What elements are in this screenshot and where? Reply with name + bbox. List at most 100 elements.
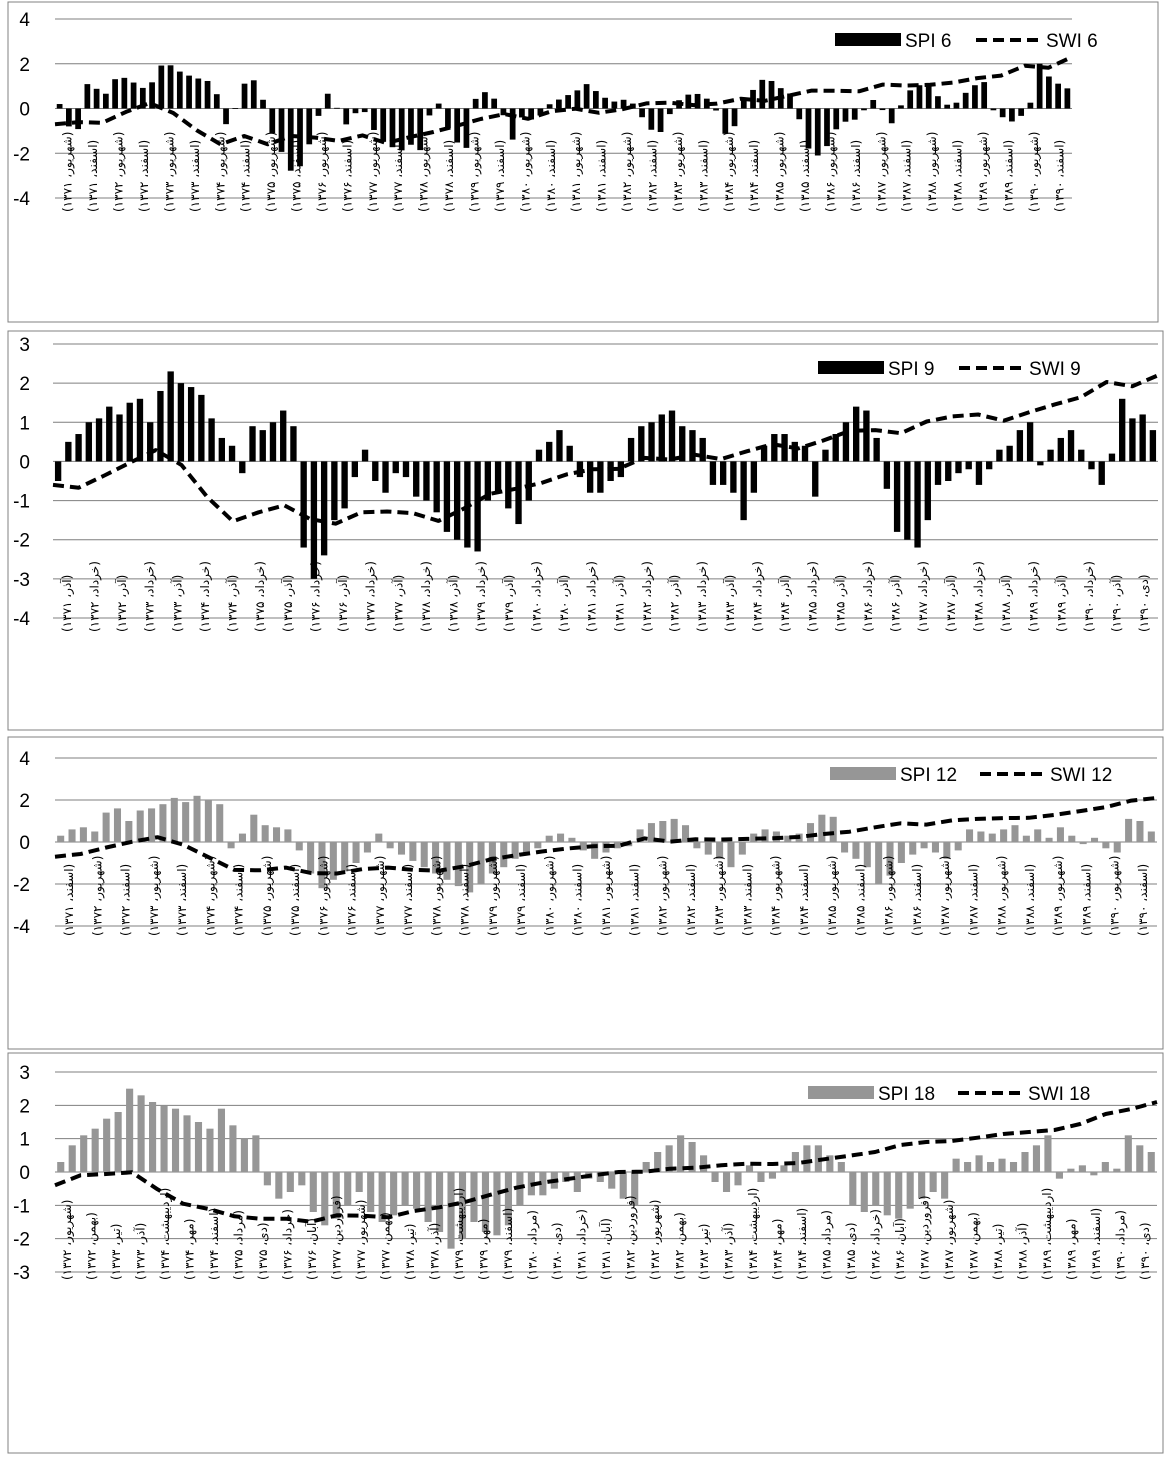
- spi-bar: [186, 75, 192, 109]
- spi-bar: [392, 461, 399, 474]
- spi-bar: [65, 441, 72, 462]
- x-tick-label: (شهریور، ۱۳۸۲): [648, 1200, 663, 1280]
- spi-bar: [420, 842, 428, 868]
- spi-bar: [284, 829, 292, 842]
- x-tick-label: (آذر، ۱۳۸۱): [611, 575, 627, 632]
- spi-bar: [636, 829, 644, 842]
- spi-bar: [805, 108, 812, 149]
- spi-bar: [149, 1102, 157, 1172]
- spi-bar: [780, 1165, 788, 1172]
- x-tick-label: (اسفند، ۱۳۷۴): [232, 864, 246, 936]
- spi-bar: [259, 430, 266, 462]
- spi-bar: [1068, 835, 1076, 842]
- x-tick-label: (اردیبهشت، ۱۳۸۹): [1040, 1188, 1055, 1280]
- spi-bar: [318, 842, 326, 889]
- spi-bar: [331, 461, 338, 521]
- spi-bar: [872, 1172, 880, 1206]
- x-tick-label: (اسفند، ۱۳۷۲): [137, 140, 151, 212]
- spi-bar: [988, 833, 996, 842]
- spi-bar: [791, 1152, 799, 1172]
- x-tick-label: (اسفند، ۱۳۷۷): [401, 864, 415, 936]
- spi-bar: [591, 842, 599, 859]
- x-tick-label: (اسفند، ۱۳۷۶): [345, 864, 359, 936]
- x-tick-label: (آبان، ۱۳۷۶): [304, 1218, 319, 1280]
- spi-bar: [1037, 461, 1044, 466]
- spi-bar: [648, 108, 655, 130]
- spi-bar: [367, 1172, 375, 1212]
- x-tick-label: (خرداد، ۱۳۷۸): [419, 561, 434, 632]
- x-tick-label: (بهمن، ۱۳۷۲): [85, 1212, 100, 1280]
- spi-bar: [670, 818, 678, 842]
- x-tick-label: (بهمن، ۱۳۸۲): [673, 1212, 688, 1280]
- spi-bar: [149, 82, 155, 109]
- x-tick-label: (اسفند، ۱۳۸۸): [1023, 864, 1037, 936]
- spi-bar: [738, 842, 746, 855]
- spi-bar: [647, 823, 655, 842]
- x-tick-label: (مرداد، ۱۳۷۵): [232, 1210, 247, 1280]
- spi-bar: [515, 461, 522, 525]
- x-tick-label: (اسفند، ۱۳۷۹): [501, 1208, 515, 1280]
- spi-bar: [1113, 842, 1121, 853]
- spi-bar: [608, 1172, 616, 1189]
- spi-bar: [1102, 842, 1110, 849]
- x-tick-label: (خرداد، ۱۳۸۴): [750, 561, 765, 632]
- x-tick-label: (اسفند، ۱۳۸۶): [910, 864, 924, 936]
- spi-bar: [198, 394, 205, 462]
- x-tick-label: (اسفند، ۱۳۸۴): [797, 864, 811, 936]
- spi-bar: [472, 98, 479, 109]
- x-tick-label: (آذر، ۱۳۷۴): [225, 575, 241, 632]
- x-tick-label: (دی، ۱۳۹۰): [1138, 1222, 1152, 1280]
- x-tick-label: (خرداد، ۱۳۷۴): [198, 561, 213, 632]
- x-tick-label: (شهریور، ۱۳۷۶): [315, 132, 330, 212]
- spi-bar: [568, 837, 576, 842]
- x-tick-label: (دی، ۱۳۹۰): [1137, 574, 1151, 632]
- x-tick-label: (اسفند، ۱۳۸۵): [798, 140, 812, 212]
- spi-bar: [68, 829, 76, 842]
- spi-bar: [310, 461, 318, 579]
- spi-bar: [750, 461, 758, 493]
- x-tick-label: (خرداد، ۱۳۷۶): [281, 1209, 296, 1280]
- x-tick-label: (خرداد، ۱۳۷۳): [143, 561, 158, 632]
- spi-bar: [85, 422, 92, 462]
- spi-bar: [500, 108, 507, 116]
- spi-bar: [648, 422, 655, 462]
- spi-bar: [709, 461, 717, 485]
- chart-panel-spi18: 3 2 1 0 -1 -2 -3 SPI 18 SWI 18 (شهریور، ۱۳۷۲) (بهم…: [0, 1052, 1166, 1457]
- spi-bar: [925, 85, 932, 109]
- spi-bar: [344, 1172, 352, 1206]
- spi-bar: [535, 449, 543, 462]
- spi-bar: [332, 1172, 340, 1219]
- y-tick-label: 2: [19, 55, 30, 76]
- spi-bar: [682, 825, 690, 842]
- spi-bar: [453, 461, 461, 540]
- spi-bar: [863, 842, 871, 868]
- y-tick-label: -4: [13, 609, 30, 630]
- spi-bar: [852, 842, 860, 859]
- spi-bar: [556, 99, 562, 109]
- spi-bar: [139, 87, 146, 109]
- x-tick-label: (شهریور، ۱۳۷۳): [147, 856, 162, 936]
- swi-line: [54, 795, 1158, 876]
- spi-bar: [125, 821, 133, 842]
- spi-bar: [953, 102, 960, 109]
- y-tick-label: 2: [19, 1096, 30, 1117]
- spi-bar: [84, 84, 91, 109]
- spi-bar: [918, 1172, 926, 1199]
- spi-bar: [443, 842, 451, 880]
- spi-bar: [148, 808, 156, 842]
- x-tick-label: (اسفند، ۱۳۸۰): [544, 140, 558, 212]
- spi-bar: [54, 461, 62, 481]
- spi-bar: [509, 108, 516, 140]
- spi-bar: [931, 842, 939, 853]
- spi-bar: [1044, 1135, 1052, 1172]
- y-tick-label: 3: [19, 1063, 30, 1084]
- spi-bar: [424, 1172, 432, 1222]
- spi-bar: [888, 108, 895, 124]
- chart-panel-spi6: 4 2 0 -2 -4 SPI 6 SWI 6 (شهریور، ۱۳۷۱) (اسفند، ۱…: [0, 0, 1166, 330]
- spi-bar: [602, 97, 608, 109]
- x-tick-label: (شهریور، ۱۳۸۵): [825, 856, 840, 936]
- x-tick-label: (خرداد، ۱۳۸۶): [861, 561, 876, 632]
- x-tick-label: (شهریور، ۱۳۹۰): [1027, 132, 1042, 212]
- spi-bar: [883, 461, 891, 489]
- spi-bar: [977, 831, 985, 842]
